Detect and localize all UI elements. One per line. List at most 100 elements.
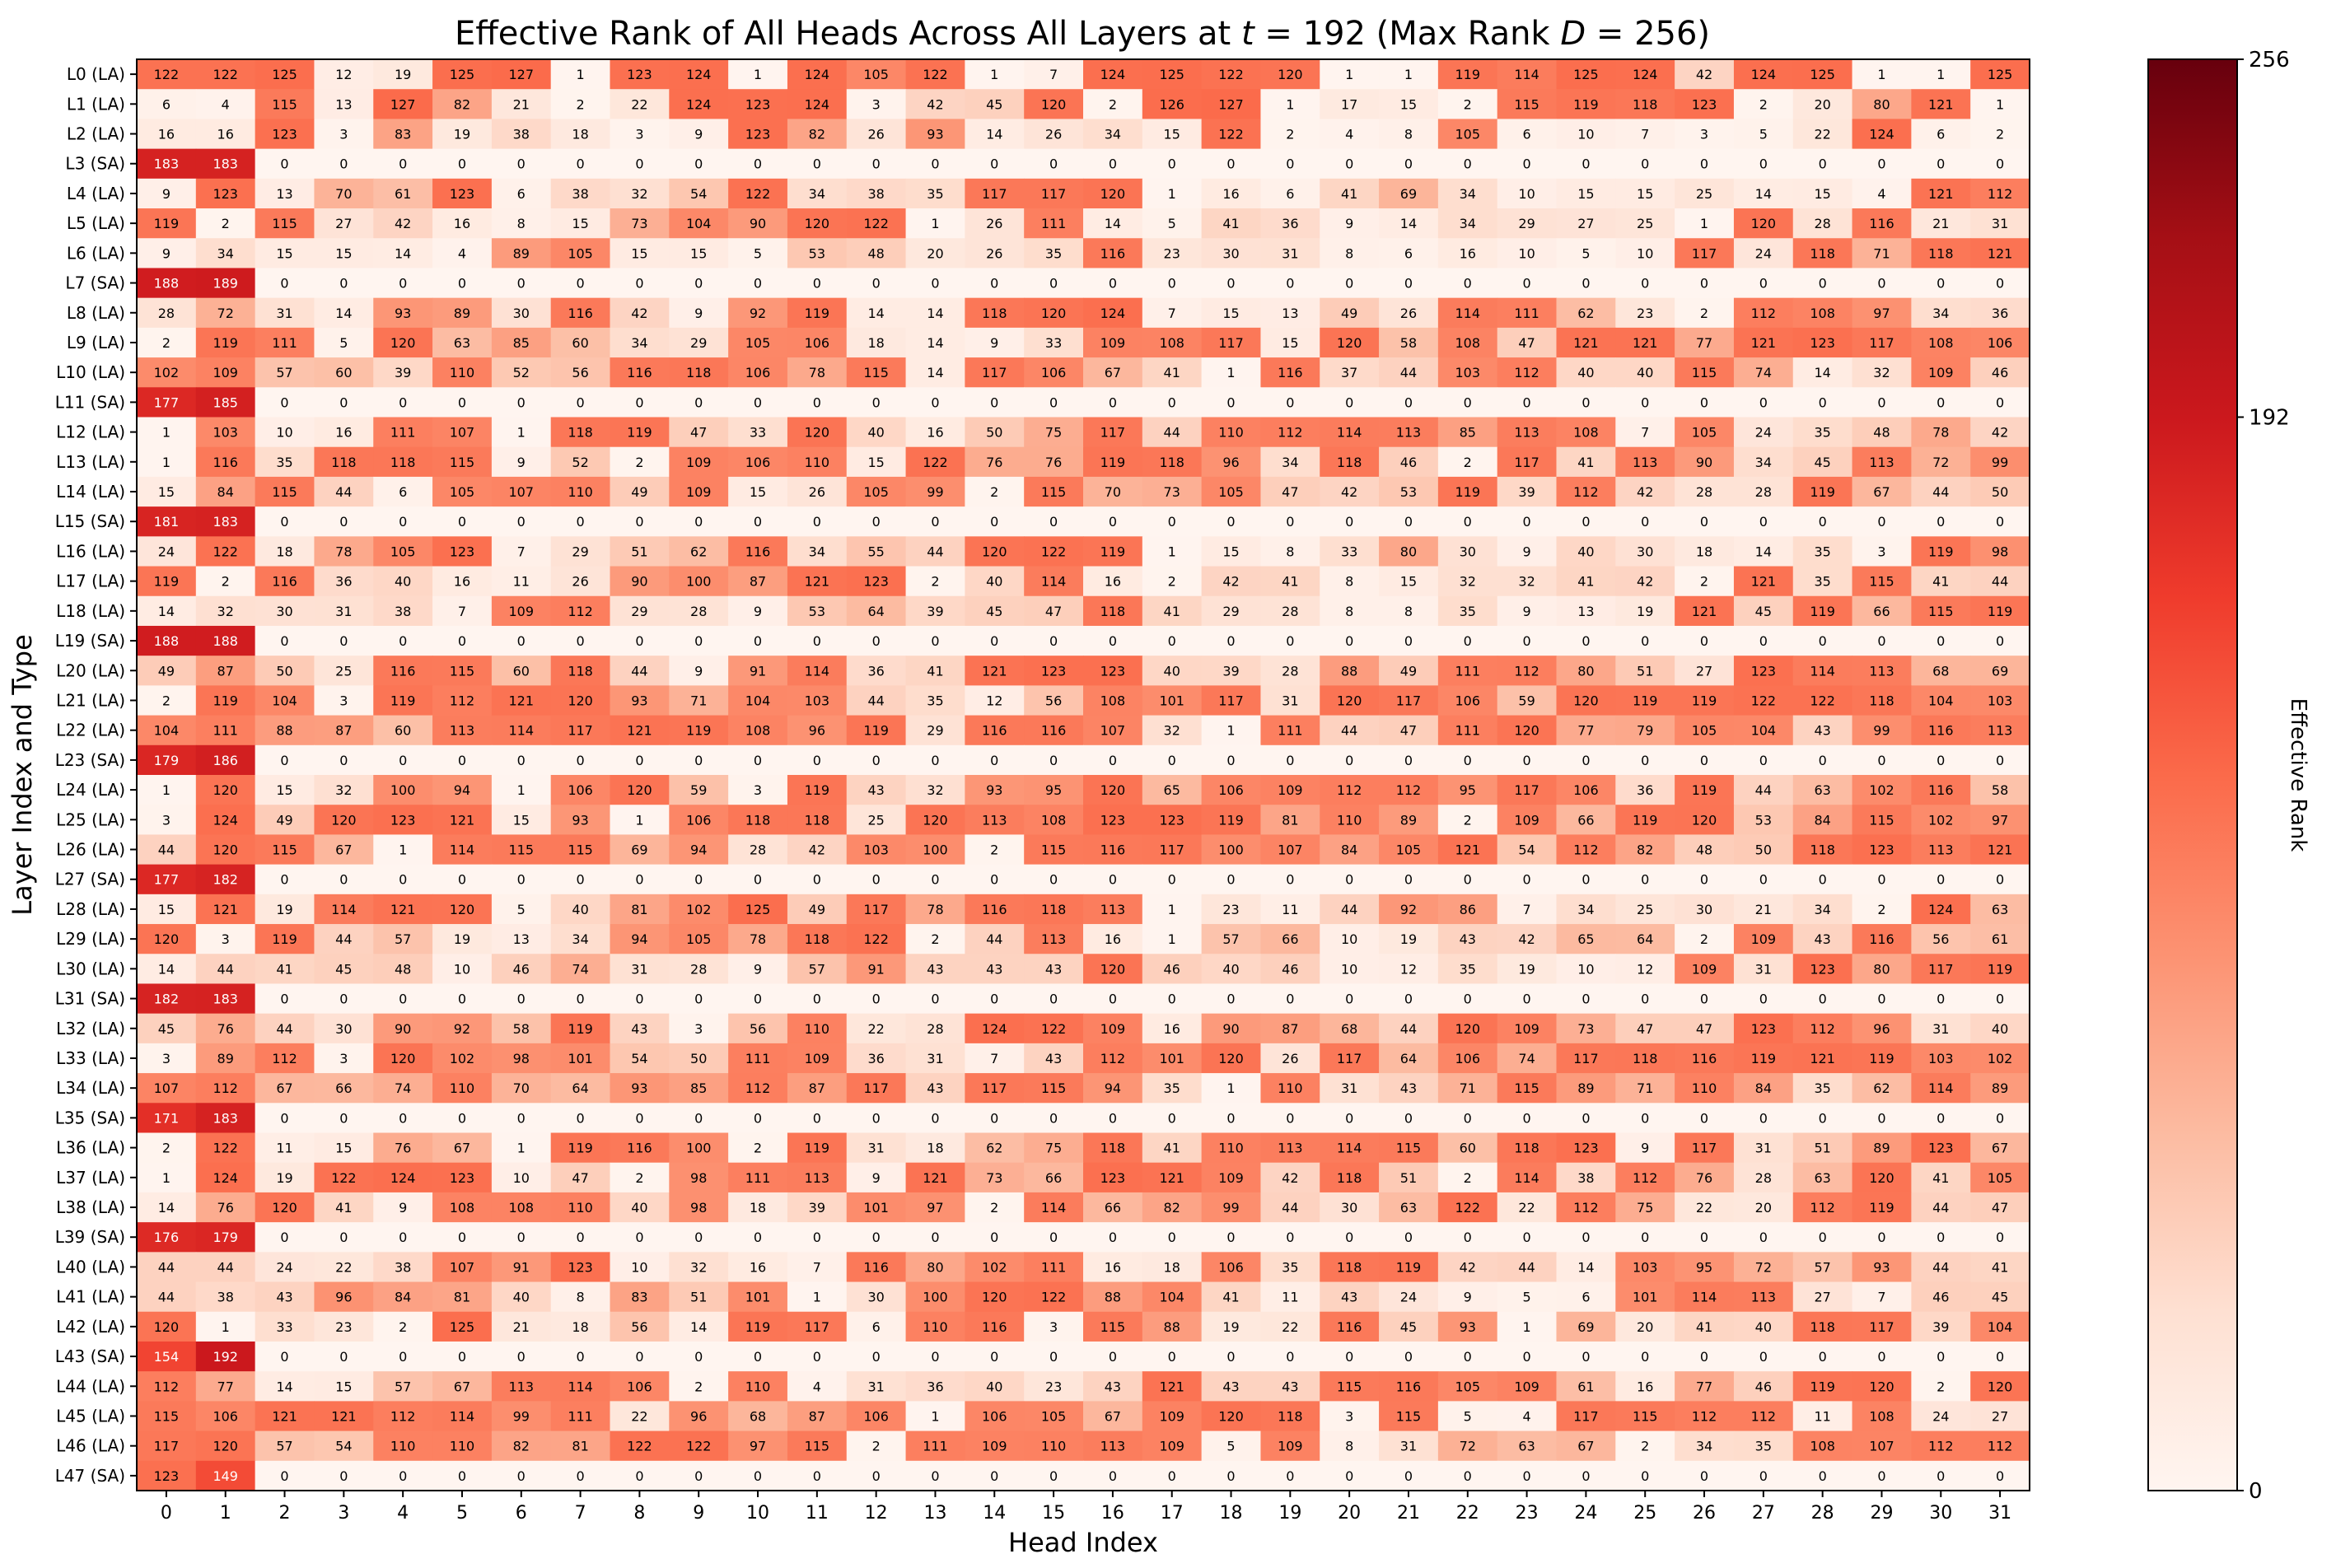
cell-value-label: 40 xyxy=(986,1379,1002,1394)
x-tick-label: 17 xyxy=(1161,1503,1184,1524)
cell-value-label: 0 xyxy=(1404,1110,1413,1126)
cell-value-label: 74 xyxy=(1755,365,1772,380)
cell-value-label: 122 xyxy=(213,67,238,82)
cell-value-label: 1 xyxy=(517,425,526,441)
heatmap-cell xyxy=(965,417,1025,448)
cell-value-label: 7 xyxy=(1641,425,1649,441)
cell-value-label: 0 xyxy=(1109,753,1117,768)
heatmap-cell xyxy=(846,566,907,597)
heatmap-cell xyxy=(728,268,788,299)
cell-value-label: 104 xyxy=(686,216,712,231)
cell-value-label: 74 xyxy=(1518,1051,1535,1066)
cell-value-label: 104 xyxy=(1928,693,1954,708)
cell-value-label: 35 xyxy=(1282,1259,1298,1275)
heatmap-cell xyxy=(1792,208,1853,239)
heatmap-cell xyxy=(1792,446,1853,478)
cell-value-label: 0 xyxy=(517,276,526,292)
cell-value-label: 112 xyxy=(1337,782,1362,798)
cell-value-label: 91 xyxy=(750,663,766,679)
heatmap-cell xyxy=(1733,625,1794,656)
cell-value-label: 116 xyxy=(863,1259,889,1275)
cell-value-label: 109 xyxy=(1100,1021,1126,1037)
cell-value-label: 0 xyxy=(1759,1230,1768,1245)
heatmap-cell xyxy=(1792,387,1853,418)
heatmap-cell xyxy=(373,297,433,329)
cell-value-label: 88 xyxy=(276,723,292,739)
heatmap-cell xyxy=(1497,238,1558,269)
cell-value-label: 0 xyxy=(339,1349,348,1365)
cell-value-label: 55 xyxy=(867,544,884,559)
cell-value-label: 0 xyxy=(694,276,703,292)
cell-value-label: 0 xyxy=(872,1349,881,1365)
cell-value-label: 183 xyxy=(154,156,180,172)
cell-value-label: 47 xyxy=(1045,604,1062,619)
heatmap-cell xyxy=(1497,536,1558,567)
cell-value-label: 26 xyxy=(986,245,1002,261)
heatmap-cell xyxy=(255,59,315,90)
cell-value-label: 2 xyxy=(1700,931,1708,947)
cell-value-label: 120 xyxy=(923,812,948,828)
heatmap-cell xyxy=(1497,625,1558,656)
heatmap-cell xyxy=(1615,178,1675,209)
heatmap-cell xyxy=(1201,238,1262,269)
x-tick-label: 22 xyxy=(1456,1503,1479,1524)
heatmap-cell xyxy=(1615,297,1675,329)
cell-value-label: 25 xyxy=(1637,902,1653,917)
cell-value-label: 0 xyxy=(1937,753,1945,768)
cell-value-label: 113 xyxy=(1633,455,1658,470)
cell-value-label: 43 xyxy=(1814,931,1830,947)
cell-value-label: 117 xyxy=(1869,1319,1894,1335)
cell-value-label: 0 xyxy=(1464,156,1472,172)
cell-value-label: 41 xyxy=(1932,1170,1949,1186)
cell-value-label: 119 xyxy=(568,1021,593,1037)
x-tick-label: 29 xyxy=(1870,1503,1893,1524)
cell-value-label: 0 xyxy=(1168,276,1176,292)
cell-value-label: 123 xyxy=(568,1259,593,1275)
heatmap-cell xyxy=(965,238,1025,269)
cell-value-label: 42 xyxy=(1518,931,1535,947)
cell-value-label: 112 xyxy=(1988,1439,2013,1454)
heatmap-cell xyxy=(728,119,788,150)
cell-value-label: 110 xyxy=(568,484,593,500)
cell-value-label: 0 xyxy=(458,394,466,410)
cell-value-label: 6 xyxy=(517,186,526,202)
cell-value-label: 33 xyxy=(1341,544,1357,559)
heatmap-cell xyxy=(137,327,197,358)
heatmap-cell xyxy=(846,446,907,478)
heatmap-cell xyxy=(255,148,315,180)
cell-value-label: 118 xyxy=(1869,693,1894,708)
heatmap-cell xyxy=(491,595,552,627)
cell-value-label: 0 xyxy=(694,633,703,649)
cell-value-label: 2 xyxy=(990,1200,998,1216)
heatmap-cell xyxy=(1497,506,1558,537)
cell-value-label: 118 xyxy=(568,425,593,441)
heatmap-cell xyxy=(1201,327,1262,358)
cell-value-label: 108 xyxy=(1041,812,1067,828)
heatmap-cell xyxy=(491,476,552,507)
cell-value-label: 0 xyxy=(1049,753,1058,768)
heatmap-cell xyxy=(669,595,729,627)
heatmap-cell xyxy=(1201,208,1262,239)
cell-value-label: 19 xyxy=(1222,1319,1239,1335)
cell-value-label: 66 xyxy=(1045,1170,1062,1186)
cell-value-label: 14 xyxy=(927,365,943,380)
cell-value-label: 79 xyxy=(1637,723,1653,739)
cell-value-label: 41 xyxy=(1222,1290,1239,1305)
heatmap-cell xyxy=(1320,59,1380,90)
heatmap-cell xyxy=(1970,595,2030,627)
heatmap-cell xyxy=(255,297,315,329)
heatmap-cell xyxy=(1792,506,1853,537)
heatmap-cell xyxy=(1911,595,1971,627)
cell-value-label: 43 xyxy=(1282,1379,1298,1394)
heatmap-cell xyxy=(905,268,965,299)
x-tick-label: 11 xyxy=(806,1503,829,1524)
cell-value-label: 188 xyxy=(154,633,180,649)
cell-value-label: 94 xyxy=(690,842,707,858)
cell-value-label: 109 xyxy=(213,365,238,380)
cell-value-label: 0 xyxy=(1168,514,1176,530)
cell-value-label: 120 xyxy=(1337,335,1362,351)
heatmap-cell xyxy=(373,238,433,269)
cell-value-label: 119 xyxy=(1396,1259,1422,1275)
heatmap-cell xyxy=(195,476,256,507)
heatmap-cell xyxy=(669,417,729,448)
